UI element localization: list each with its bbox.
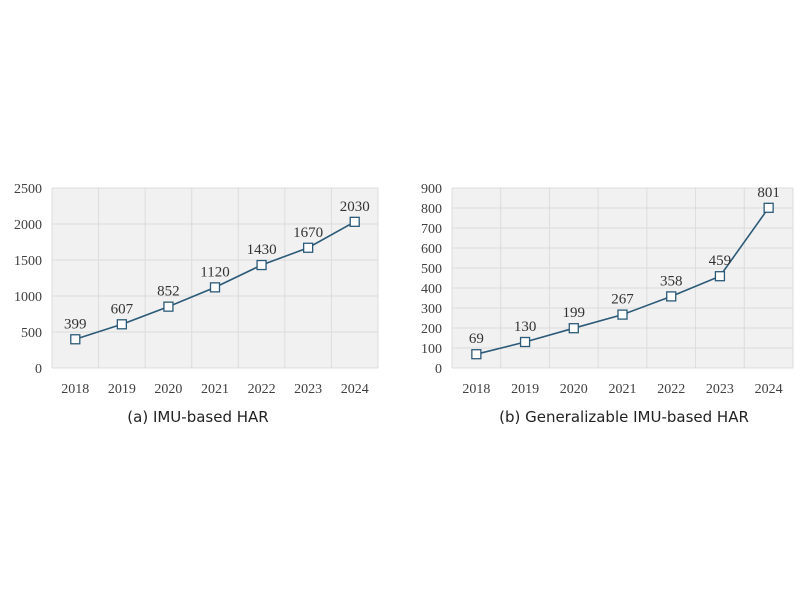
data-point-marker [70,334,81,345]
data-label: 267 [611,292,634,308]
data-point-marker [519,336,531,348]
data-label: 69 [469,331,484,347]
x-tick-label: 2020 [154,382,182,397]
y-tick-label: 400 [421,282,442,297]
chart-caption: (b) Generalizable IMU-based HAR [499,408,749,426]
data-point-marker [471,349,482,360]
data-label: 199 [563,305,586,321]
y-tick-label: 2500 [14,182,42,197]
x-tick-label: 2022 [657,382,685,397]
y-tick-label: 700 [421,222,442,237]
x-tick-label: 2018 [462,382,490,397]
data-point-marker [349,216,360,227]
data-label: 130 [514,319,537,335]
data-point-marker [617,309,628,320]
y-tick-label: 500 [21,326,42,341]
y-tick-label: 100 [421,342,442,357]
data-point-marker [116,319,128,330]
y-tick-label: 600 [421,242,442,257]
chart-caption: (a) IMU-based HAR [127,408,268,426]
y-tick-label: 500 [421,262,442,277]
chart-b: 0 100 200 300 400 500 600 700 800 900 2018 2019 2020… [421,182,794,426]
data-label: 607 [111,301,134,317]
data-label: 459 [709,253,732,269]
y-tick-label: 200 [421,322,442,337]
y-tick-label: 2000 [14,218,42,233]
data-point-marker [666,291,677,302]
data-point-marker [763,202,774,213]
plot-area [52,188,378,368]
x-tick-label: 2024 [341,382,369,397]
data-label: 852 [157,284,180,300]
y-tick-label: 1500 [14,254,42,269]
x-tick-label: 2019 [511,382,539,397]
x-tick-label: 2021 [609,382,637,397]
x-tick-label: 2019 [108,382,136,397]
data-label: 1670 [293,225,323,241]
plot-area [452,188,793,368]
data-label: 1120 [200,264,229,280]
x-tick-label: 2024 [755,382,783,397]
data-point-marker [209,282,221,293]
data-label: 358 [660,273,683,289]
data-point-marker [163,301,174,312]
data-point-marker [256,259,267,271]
x-tick-label: 2023 [294,382,322,397]
chart-a: 0 500 1000 1500 2000 2500 2018 2019 2020 2021 2022… [14,182,379,426]
x-tick-label: 2022 [248,382,276,397]
x-tick-label: 2023 [706,382,734,397]
y-tick-label: 0 [35,362,42,377]
data-point-marker [568,323,579,334]
y-tick-label: 1000 [14,290,42,305]
x-tick-label: 2020 [560,382,588,397]
data-label: 399 [64,316,87,332]
data-label: 1430 [247,242,277,258]
y-tick-label: 0 [435,362,442,377]
y-tick-label: 300 [421,302,442,317]
x-tick-label: 2018 [61,382,89,397]
y-tick-label: 900 [421,182,442,197]
x-tick-label: 2021 [201,382,229,397]
data-label: 801 [757,185,780,201]
data-label: 2030 [340,199,370,215]
data-point-marker [714,271,726,282]
y-tick-label: 800 [421,202,442,217]
data-point-marker [302,242,314,253]
